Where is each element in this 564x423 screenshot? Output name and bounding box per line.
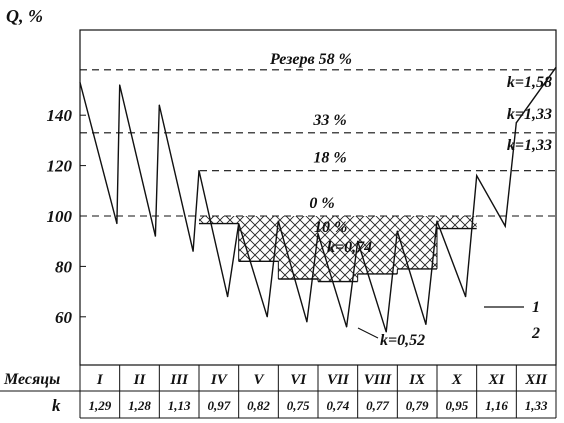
- table-k-cell: 0,75: [287, 398, 310, 413]
- table-month-cell: VII: [327, 372, 350, 388]
- table-k-cell: 0,79: [406, 398, 429, 413]
- series-1-point: [504, 225, 506, 227]
- reference-line-label: 18 %: [313, 150, 346, 167]
- reference-line-k-label: k=1,33: [507, 137, 552, 154]
- reference-line-label: Резерв 58 %: [269, 51, 352, 68]
- table-month-cell: VI: [290, 372, 307, 388]
- series-1-point: [238, 222, 240, 225]
- annotation-k-052: k=0,52: [380, 332, 425, 349]
- y-axis-label: Q, %: [6, 6, 43, 26]
- table-month-cell: VIII: [364, 372, 393, 388]
- table-month-cell: V: [253, 372, 265, 388]
- reserve-hatch-area: [199, 216, 477, 282]
- series-1-point: [515, 122, 517, 124]
- table-month-cell: II: [133, 372, 147, 388]
- series-1-line: [79, 66, 557, 333]
- reference-line-label: 0 %: [309, 195, 334, 212]
- table-k-cell: 0,95: [445, 398, 468, 413]
- annotation-k-074: k=0,74: [327, 239, 372, 256]
- series-1-point: [119, 84, 121, 86]
- table-month-cell: IV: [210, 372, 229, 388]
- reference-lines: Резерв 58 % k=1,58 33 % k=1,33 18 % 0 % k=1,33: [80, 51, 556, 217]
- table-k-cell: 0,77: [366, 398, 389, 413]
- series-1-point: [476, 175, 478, 177]
- table-k-cell: 0,97: [207, 398, 230, 413]
- table-row-k-label: k: [52, 396, 61, 415]
- series-1-point: [306, 321, 308, 323]
- legend-label-1: 1: [532, 299, 540, 316]
- y-tick-label: 100: [47, 207, 73, 226]
- table-month-cell: IX: [408, 372, 426, 388]
- table-k-cell: 0,82: [247, 398, 270, 413]
- table-k-cell: 1,13: [168, 398, 191, 413]
- y-tick-label: 60: [55, 308, 73, 327]
- y-tick-labels: 60 80 100 120 140: [47, 106, 86, 327]
- months-table: Месяцы k I 1,29 II 1,28 III 1,13 IV 0,97 V 0,82 VI…: [0, 364, 557, 419]
- series-1-point: [158, 104, 160, 106]
- table-k-cell: 1,16: [485, 398, 508, 413]
- table-k-cell: 1,29: [88, 398, 111, 413]
- series-1-point: [226, 296, 229, 298]
- hatch-block: [397, 216, 437, 269]
- table-k-cell: 1,28: [128, 398, 151, 413]
- series-1-point: [266, 316, 268, 318]
- series-1-point: [116, 222, 118, 225]
- reference-line-label: 33 %: [312, 112, 346, 129]
- table-cells: I 1,29 II 1,28 III 1,13 IV 0,97 V 0,82 VI 0,75 VII 0,…: [88, 365, 557, 418]
- hatch-block: [278, 216, 318, 279]
- hatch-block: [199, 216, 239, 224]
- series-1-point: [396, 230, 398, 232]
- reference-line-k-label: k=1,33: [507, 106, 552, 123]
- series-1-point: [317, 233, 319, 235]
- annotation-k-052-leader: [357, 327, 379, 339]
- legend-label-2: 2: [531, 325, 540, 342]
- table-k-cell: 0,74: [326, 398, 349, 413]
- series-1-point: [385, 331, 387, 333]
- table-month-cell: XI: [488, 372, 506, 388]
- y-tick-label: 140: [47, 106, 73, 125]
- series-1-point: [198, 170, 200, 172]
- series-1-point: [425, 323, 427, 325]
- reference-line-k-label: k=1,58: [507, 74, 552, 91]
- series-1-point: [345, 326, 348, 328]
- table-row-months-label: Месяцы: [3, 371, 60, 388]
- y-tick-label: 120: [47, 157, 73, 176]
- table-month-cell: XII: [524, 372, 548, 388]
- series-1-point: [192, 250, 194, 252]
- hatch-block: [437, 216, 477, 229]
- table-month-cell: I: [96, 372, 104, 388]
- series-1-point: [436, 220, 438, 222]
- series-1-point: [464, 296, 467, 298]
- annotation-10-percent: 10 %: [314, 219, 347, 236]
- y-tick-label: 80: [55, 257, 73, 276]
- legend: 1 2: [484, 299, 540, 342]
- table-month-cell: III: [169, 372, 189, 388]
- hatch-block: [318, 216, 358, 282]
- reserve-steps: [199, 222, 477, 283]
- series-1-point: [357, 240, 359, 242]
- series-1-point: [154, 235, 156, 237]
- table-month-cell: X: [451, 372, 463, 388]
- hatch-block: [238, 216, 279, 262]
- table-k-cell: 1,33: [525, 398, 548, 413]
- series-1-point: [277, 220, 279, 222]
